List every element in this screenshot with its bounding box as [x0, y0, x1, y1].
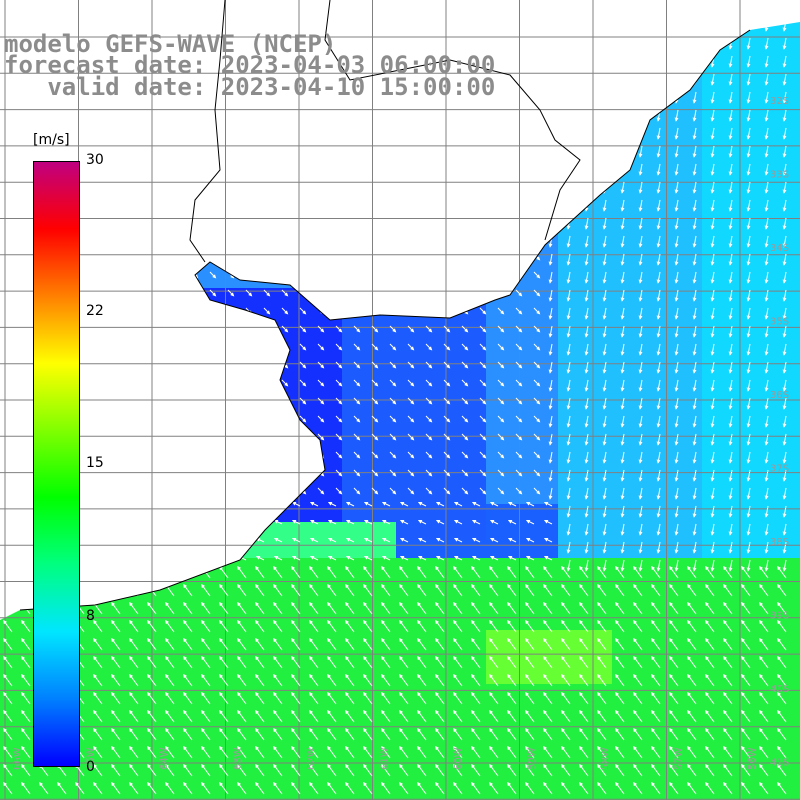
lon-label: 64W [159, 747, 170, 770]
lat-label: 41S [770, 758, 789, 769]
colorbar-tick-30: 30 [86, 152, 104, 168]
lon-label: 58W [600, 747, 611, 770]
lat-label: 32S [770, 96, 789, 107]
lat-label: 35S [770, 317, 789, 328]
lat-label: 33S [770, 170, 789, 181]
colorbar-tick-15: 15 [86, 455, 104, 471]
title-line-3: valid date: 2023-04-10 15:00:00 [4, 73, 496, 101]
lon-label: 63W [233, 747, 244, 770]
lon-label: 60W [453, 747, 464, 770]
lon-label: 61W [380, 747, 391, 770]
lon-label: 56W [747, 747, 758, 770]
lat-label: 40S [770, 684, 789, 695]
lon-label: 65W [86, 747, 97, 770]
lon-label: 57W [674, 747, 685, 770]
colorbar-tick-8: 8 [86, 608, 95, 624]
lon-label: 62W [306, 747, 317, 770]
lon-label: 66W [12, 747, 23, 770]
colorbar [33, 161, 80, 767]
lat-label: 37S [770, 464, 789, 475]
lat-label: 36S [770, 390, 789, 401]
coastline [19, 29, 751, 611]
longitude-labels: 66W 65W 64W 63W 62W 61W 60W 59W 58W 57W 56W [12, 747, 758, 770]
colorbar-unit: [m/s] [33, 132, 70, 148]
lon-label: 59W [527, 747, 538, 770]
lat-label: 39S [770, 611, 789, 622]
border-lines [189, 0, 581, 263]
latitude-labels: 32S 33S 34S 35S 36S 37S 38S 39S 40S 41S [770, 96, 789, 769]
colorbar-tick-0: 0 [86, 759, 95, 775]
title-line-1: modelo GEFS-WAVE (NCEP) [4, 30, 337, 58]
title-line-2: forecast date: 2023-04-03 06:00:00 [4, 51, 496, 79]
lat-label: 38S [770, 537, 789, 548]
colorbar-tick-22: 22 [86, 303, 104, 319]
lat-label: 34S [770, 243, 789, 254]
